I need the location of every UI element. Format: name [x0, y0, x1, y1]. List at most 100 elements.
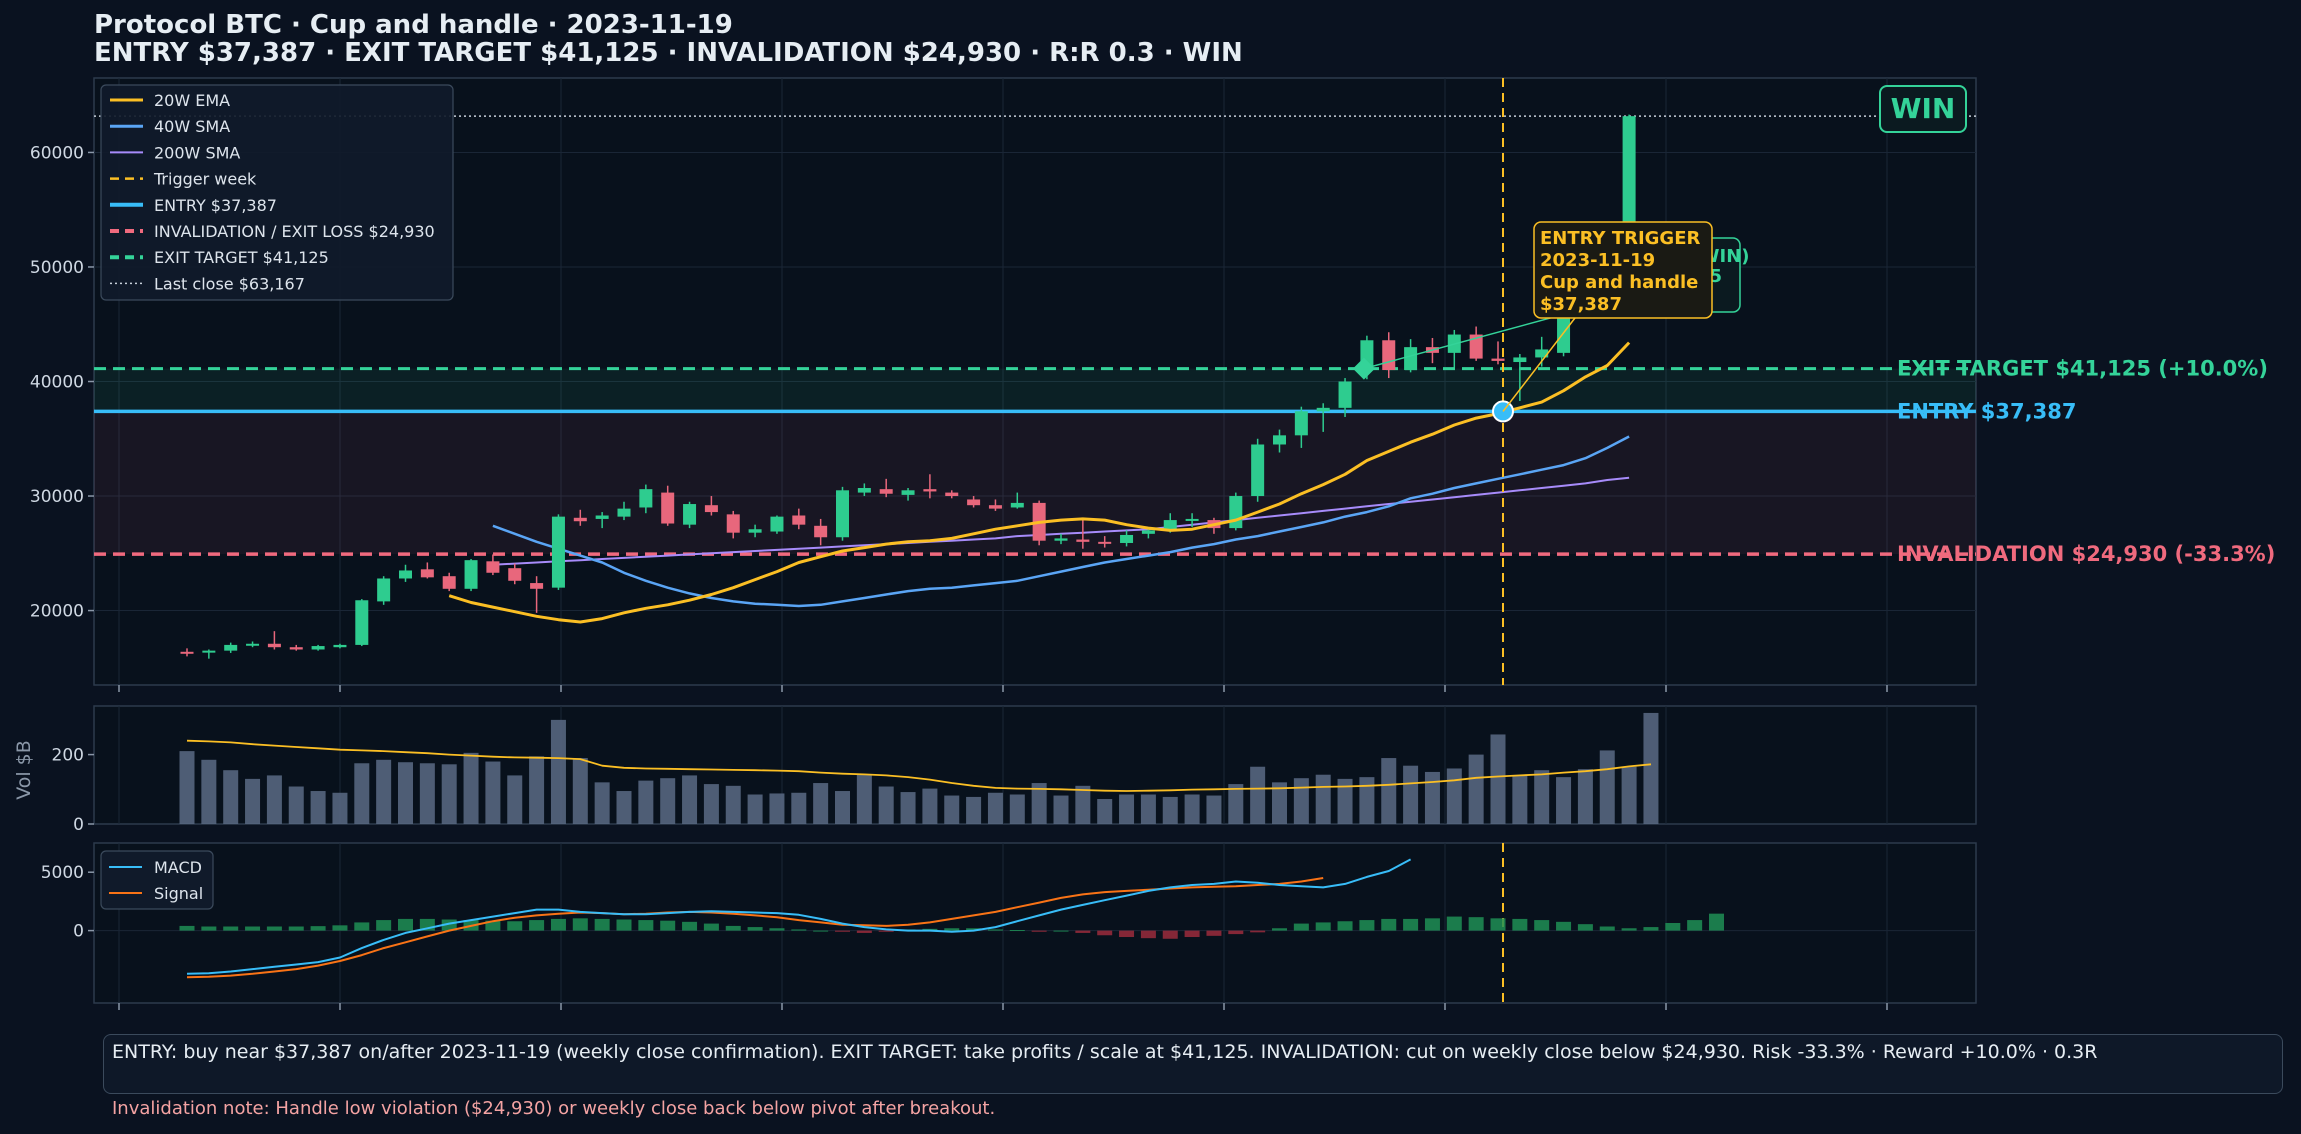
- candle: [1535, 349, 1549, 358]
- macd-histogram-bar: [660, 920, 676, 931]
- volume-bar: [1031, 783, 1047, 824]
- volume-bar: [703, 784, 719, 824]
- volume-bar: [310, 791, 326, 824]
- candle: [1338, 381, 1352, 408]
- volume-bar: [354, 763, 370, 824]
- macd-histogram-bar: [529, 920, 545, 931]
- legend-item: 20W EMA: [154, 91, 230, 110]
- candle: [1273, 435, 1286, 445]
- volume-bar: [878, 786, 894, 824]
- candle: [246, 643, 260, 646]
- candle: [267, 643, 281, 648]
- candle: [289, 647, 303, 650]
- trade-summary-text: ENTRY: buy near $37,387 on/after 2023-11…: [112, 1041, 2098, 1063]
- macd-histogram-bar: [1534, 920, 1550, 931]
- entry-annotation-line: ENTRY TRIGGER: [1540, 228, 1700, 249]
- candle: [1382, 340, 1396, 371]
- macd-histogram-bar: [1512, 918, 1528, 931]
- volume-bar: [594, 782, 610, 824]
- macd-legend: [100, 850, 214, 910]
- macd-histogram-bar: [856, 930, 872, 933]
- candle: [420, 569, 434, 578]
- entry-annotation-line: Cup and handle: [1540, 272, 1698, 293]
- candle: [442, 576, 456, 589]
- volume-bar: [856, 774, 872, 824]
- macd-histogram-bar: [1403, 918, 1419, 931]
- result-badge: [1879, 85, 1967, 133]
- entry-annotation-line: $37,387: [1540, 294, 1622, 315]
- macd-histogram-bar: [376, 920, 392, 931]
- volume-bar: [1643, 712, 1659, 824]
- candle: [224, 644, 238, 651]
- macd-histogram-bar: [769, 928, 785, 931]
- legend-item: Trigger week: [153, 170, 257, 189]
- macd-histogram-bar: [223, 926, 239, 931]
- volume-bar: [1468, 754, 1484, 824]
- candle: [726, 514, 740, 533]
- candle: [704, 505, 718, 513]
- candle: [508, 568, 522, 581]
- candle: [1163, 520, 1177, 531]
- candle: [1141, 530, 1155, 534]
- candle: [1229, 496, 1243, 529]
- volume-bar: [1556, 777, 1572, 824]
- entry-annotation-line: 2023-11-19: [1540, 250, 1655, 271]
- macd-histogram-bar: [1162, 930, 1178, 939]
- macd-histogram-bar: [1490, 918, 1506, 931]
- macd-histogram-bar: [747, 927, 763, 931]
- candle: [355, 600, 369, 645]
- candle: [901, 490, 915, 495]
- exit-target-label: EXIT TARGET $41,125 (+10.0%): [1897, 357, 2268, 381]
- volume-tick-label: 200: [52, 746, 84, 766]
- macd-histogram-bar: [1097, 930, 1113, 936]
- candle: [399, 570, 412, 579]
- volume-bar: [332, 792, 348, 824]
- candle: [464, 560, 478, 589]
- candle: [1098, 541, 1112, 544]
- volume-bar: [638, 780, 654, 824]
- legend-item: ENTRY $37,387: [154, 196, 277, 215]
- macd-histogram-bar: [1359, 920, 1375, 931]
- candle: [551, 516, 565, 588]
- macd-histogram-bar: [1337, 921, 1353, 931]
- y-tick-label: 60000: [30, 143, 84, 163]
- macd-histogram-bar: [245, 926, 261, 931]
- candle: [180, 651, 194, 654]
- volume-bar: [441, 764, 457, 824]
- candle: [1491, 358, 1505, 361]
- candle: [617, 508, 631, 517]
- volume-bar: [1577, 769, 1593, 824]
- volume-bar: [1184, 794, 1200, 824]
- macd-histogram-bar: [1031, 930, 1047, 932]
- entry-callout-line: [1502, 317, 1576, 412]
- macd-histogram-bar: [944, 928, 960, 931]
- volume-ma-line: [186, 739, 1652, 792]
- macd-tick-label: 5000: [41, 863, 84, 883]
- sma200-line: [492, 476, 1630, 566]
- macd-histogram-bar: [1228, 930, 1244, 935]
- price-legend: [100, 84, 454, 301]
- macd-histogram-bar: [266, 926, 282, 931]
- candle: [1010, 502, 1024, 508]
- volume-bar: [1621, 766, 1637, 824]
- candle: [770, 516, 784, 532]
- legend-item: Signal: [154, 884, 203, 903]
- candle: [1513, 357, 1527, 363]
- macd-histogram-bar: [201, 926, 217, 931]
- candle: [639, 489, 653, 508]
- volume-bar: [900, 792, 916, 824]
- volume-bar: [660, 778, 676, 824]
- candle: [923, 489, 937, 492]
- candle: [486, 561, 500, 573]
- macd-histogram-bar: [835, 930, 850, 932]
- y-tick-label: 40000: [30, 373, 84, 393]
- macd-histogram-bar: [616, 919, 632, 931]
- candle: [1469, 334, 1483, 359]
- candle: [1294, 411, 1308, 436]
- legend-item: 200W SMA: [154, 143, 240, 162]
- volume-bar: [1359, 777, 1375, 824]
- macd-histogram-bar: [1687, 920, 1703, 931]
- macd-histogram-bar: [507, 921, 523, 931]
- signal-line: [186, 877, 1324, 979]
